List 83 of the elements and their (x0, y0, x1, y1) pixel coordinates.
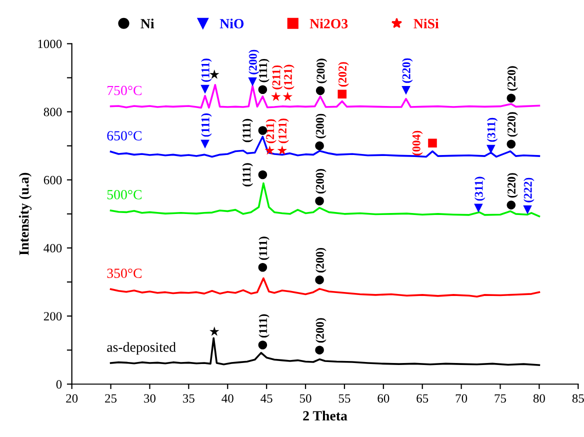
point (338, 90, 347, 98)
series-label: 350°C (107, 268, 142, 278)
annotation: (111) (201, 58, 212, 82)
point (248, 77, 257, 86)
point (523, 205, 532, 214)
point (315, 141, 324, 150)
point (474, 204, 483, 213)
y-tick-label: 0 (56, 380, 62, 389)
point (258, 262, 268, 272)
series-label: as-deposited (107, 342, 176, 355)
legend-label: Ni2O3 (310, 18, 348, 28)
point (258, 340, 268, 350)
annotation: (121) (278, 118, 289, 144)
x-tick-label: 85 (572, 394, 584, 403)
annotation: (200) (248, 50, 260, 74)
annotation: (200) (316, 114, 326, 138)
point (271, 92, 281, 101)
legend-label: NiSi (414, 18, 439, 28)
x-tick-label: 75 (494, 394, 506, 403)
point (506, 94, 516, 103)
annotation: (220) (402, 58, 413, 83)
annotation: (220) (507, 66, 518, 91)
series-label: 750°C (108, 86, 142, 96)
x-tick-label: 70 (456, 394, 468, 403)
y-tick-label: 400 (44, 244, 62, 252)
x-tick-label: 60 (378, 394, 390, 403)
legend-label: Ni (140, 18, 154, 28)
annotation: (121) (284, 64, 294, 90)
point (428, 138, 437, 148)
x-tick-label: 80 (533, 394, 545, 403)
x-tick-label: 25 (105, 394, 117, 403)
point (200, 84, 210, 94)
x-tick-label: 30 (144, 394, 156, 403)
annotation: (111) (201, 113, 212, 137)
point (209, 326, 220, 336)
annotation: (220) (507, 112, 518, 137)
x-tick-label: 50 (300, 394, 312, 403)
point (315, 276, 324, 284)
point (315, 196, 324, 206)
annotation: (004) (412, 130, 423, 156)
series-label: 500°C (107, 190, 142, 200)
y-axis-title: Intensity (u.a) (18, 172, 32, 256)
x-tick-label: 40 (222, 394, 234, 403)
annotation: (220) (507, 173, 518, 198)
annotation: (202) (338, 62, 349, 87)
annotation: (211) (266, 119, 276, 144)
point (200, 140, 210, 149)
point (315, 346, 324, 354)
point (258, 170, 268, 180)
point (277, 145, 288, 155)
x-tick-label: 20 (66, 394, 78, 403)
annotation: (200) (316, 248, 326, 272)
annotation: (111) (258, 236, 270, 260)
annotation: (311) (474, 176, 486, 201)
point (258, 85, 268, 94)
annotation: (200) (316, 168, 326, 194)
y-tick-label: 600 (44, 176, 62, 184)
annotation: (200) (316, 318, 326, 343)
series-label: 650°C (107, 131, 142, 140)
y-tick-label: 800 (44, 108, 62, 116)
x-tick-label: 35 (183, 394, 194, 403)
y-tick-label: 1000 (38, 40, 62, 48)
y-tick-label: 200 (44, 312, 62, 320)
x-tick-label: 65 (416, 394, 428, 403)
annotation: (211) (272, 65, 283, 90)
x-axis-title: 2 Theta (303, 410, 348, 421)
annotation: (111) (258, 314, 270, 338)
annotation: (222) (524, 178, 534, 202)
annotation: (200) (316, 58, 328, 84)
annotation: (111) (242, 118, 253, 142)
annotation: (111) (242, 163, 253, 186)
annotation: (311) (486, 118, 498, 142)
point (506, 200, 516, 210)
line-series (110, 277, 540, 298)
annotation: (111) (258, 58, 270, 82)
point (264, 145, 275, 155)
point (282, 92, 293, 101)
x-tick-label: 55 (338, 394, 350, 403)
legend-label: NiO (220, 18, 244, 28)
point (402, 86, 410, 95)
x-tick-label: 45 (260, 394, 272, 403)
point (316, 86, 325, 96)
point (506, 140, 516, 149)
